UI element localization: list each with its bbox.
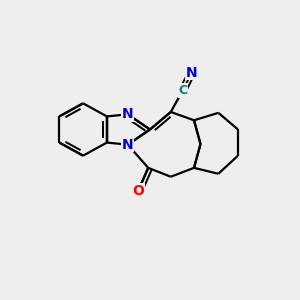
Text: O: O	[132, 184, 144, 198]
Text: N: N	[186, 66, 197, 80]
Text: N: N	[122, 138, 134, 152]
Text: C: C	[178, 84, 187, 97]
Text: N: N	[122, 107, 134, 121]
